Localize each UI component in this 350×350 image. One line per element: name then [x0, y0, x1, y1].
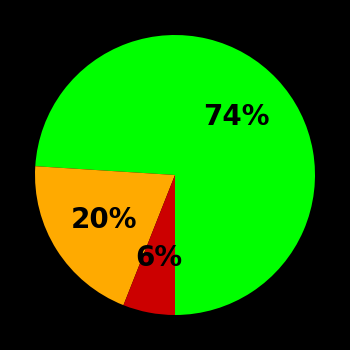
Wedge shape	[35, 166, 175, 305]
Text: 6%: 6%	[136, 244, 183, 272]
Wedge shape	[35, 35, 315, 315]
Text: 74%: 74%	[203, 104, 270, 132]
Wedge shape	[124, 175, 175, 315]
Text: 20%: 20%	[71, 206, 137, 234]
